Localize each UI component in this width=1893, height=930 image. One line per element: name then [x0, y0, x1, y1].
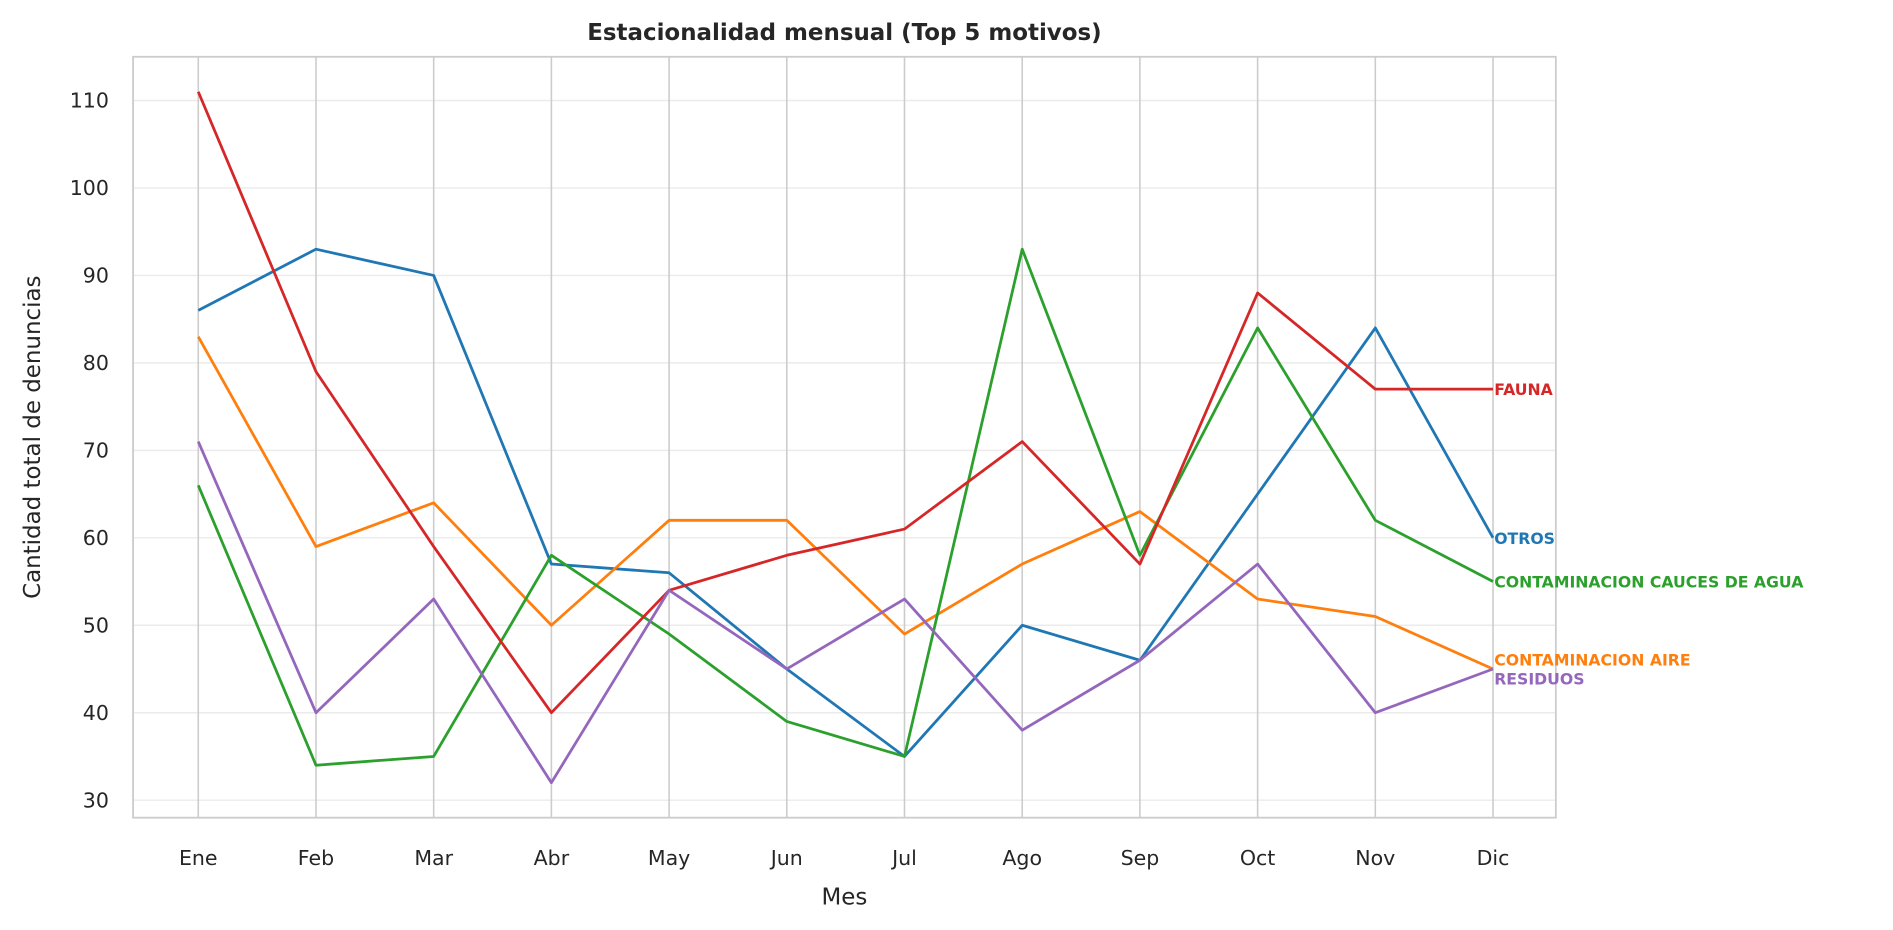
y-tick-label: 60: [83, 526, 109, 550]
x-tick-label: May: [648, 846, 690, 870]
x-tick-label: Oct: [1240, 846, 1275, 870]
plot-frame: [132, 55, 1557, 819]
x-tick-label: Abr: [534, 846, 570, 870]
series-line-fauna: [196, 91, 1494, 715]
x-axis-label: Mes: [822, 885, 868, 911]
y-axis-label: Cantidad total de denuncias: [20, 276, 46, 599]
y-tick-label: 80: [83, 351, 109, 375]
x-tick-label: Ago: [1002, 846, 1042, 870]
series-line-contaminacion-aire: [197, 335, 1494, 671]
series-label: CONTAMINACION AIRE: [1494, 650, 1690, 669]
x-tick-label: Dic: [1477, 846, 1510, 870]
x-tick-label: Nov: [1355, 846, 1395, 870]
y-tick-label: 100: [70, 176, 109, 200]
x-tick-label: Sep: [1121, 846, 1160, 870]
x-axis-ticks: Ene Feb Mar Abr May Jun Jul Ago Sep Oct Nov Dic: [179, 846, 1509, 870]
x-tick-label: Mar: [414, 846, 453, 870]
series-label: RESIDUOS: [1494, 670, 1584, 689]
series-label: CONTAMINACION CAUCES DE AGUA: [1494, 573, 1804, 592]
y-tick-label: 110: [70, 89, 109, 113]
series-label: OTROS: [1494, 529, 1555, 548]
y-tick-label: 50: [83, 614, 109, 638]
series-label: FAUNA: [1494, 380, 1553, 399]
x-tick-label: Ene: [179, 846, 218, 870]
y-tick-label: 40: [83, 701, 109, 725]
y-tick-label: 70: [83, 439, 109, 463]
series-line-otros: [197, 247, 1495, 758]
series-lines: [196, 91, 1495, 785]
grid: [133, 56, 1556, 818]
y-tick-label: 90: [83, 264, 109, 288]
series-line-residuos: [196, 441, 1494, 785]
chart-title: Estacionalidad mensual (Top 5 motivos): [587, 20, 1101, 46]
x-tick-label: Jun: [769, 846, 803, 870]
x-tick-label: Jul: [890, 846, 917, 870]
series-end-labels: FAUNA OTROS CONTAMINACION CAUCES DE AGUA CO…: [1494, 380, 1804, 689]
y-axis-ticks: 30 40 50 60 70 80 90 100 110: [70, 89, 109, 813]
series-line-contaminacion-cauces-de-agua: [196, 247, 1494, 767]
y-tick-label: 30: [83, 788, 109, 812]
x-tick-label: Feb: [298, 846, 334, 870]
